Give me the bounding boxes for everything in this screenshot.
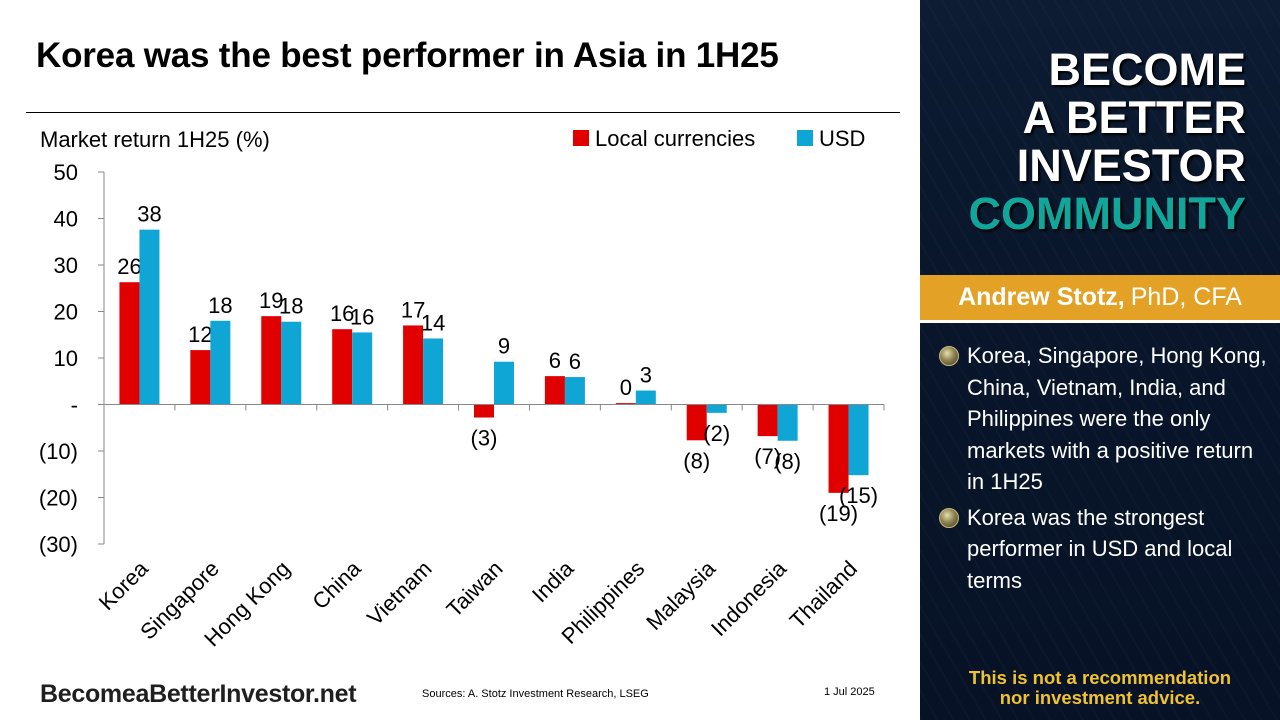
legend-label: USD xyxy=(819,126,865,151)
bar-local-currency xyxy=(261,316,282,405)
bar-usd xyxy=(139,229,160,405)
brand-line-1: BECOME xyxy=(1048,44,1246,95)
category-label: Indonesia xyxy=(706,555,792,641)
data-label-usd: 6 xyxy=(569,349,581,374)
bar-local-currency xyxy=(615,403,636,405)
sidebar: BECOME A BETTER INVESTOR COMMUNITY Andre… xyxy=(920,0,1280,720)
bar-local-currency xyxy=(828,404,849,493)
bar-local-currency xyxy=(757,404,778,437)
bar-local-currency xyxy=(403,325,424,405)
data-label-local: 19 xyxy=(259,288,283,313)
legend-swatch xyxy=(797,130,813,146)
slide-title: Korea was the best performer in Asia in … xyxy=(36,36,779,75)
y-axis: 50 40 30 20 10 - (10) (20) (30) xyxy=(39,160,105,557)
category-label: India xyxy=(527,555,579,607)
data-label-usd: 18 xyxy=(279,294,303,319)
bar-usd xyxy=(848,404,869,476)
y-tick-label: - xyxy=(71,393,78,418)
brand-line-3: INVESTOR xyxy=(1016,140,1246,191)
data-label-local: 6 xyxy=(549,348,561,373)
bar-local-currency xyxy=(686,404,707,441)
bar-usd xyxy=(210,320,231,405)
category-label: China xyxy=(307,555,366,614)
category-label: Korea xyxy=(94,555,154,615)
y-axis-label: Market return 1H25 (%) xyxy=(40,127,270,152)
footer-sources: Sources: A. Stotz Investment Research, L… xyxy=(422,688,649,700)
disclaimer-line-1: This is not a recommendation xyxy=(968,667,1232,688)
bar-local-currency xyxy=(190,350,211,405)
bar-chart: Market return 1H25 (%) Local currencies U… xyxy=(39,126,885,651)
y-tick-label: (30) xyxy=(39,532,78,557)
bar-local-currency xyxy=(474,404,494,418)
y-tick-label: 40 xyxy=(54,207,78,232)
bar-local-currency xyxy=(119,282,140,405)
bar-local-currency xyxy=(544,376,565,405)
category-label: Thailand xyxy=(785,556,862,633)
bar-usd xyxy=(352,332,373,405)
data-label-local: 0 xyxy=(620,375,632,400)
key-point-text: Korea, Singapore, Hong Kong, China, Viet… xyxy=(967,343,1267,494)
footer-brand[interactable]: BecomeaBetterInvestor.net xyxy=(40,680,357,708)
key-points: Korea, Singapore, Hong Kong, China, Viet… xyxy=(938,340,1268,600)
category-label: Vietnam xyxy=(362,556,436,630)
data-label-usd: 18 xyxy=(208,293,232,318)
data-label-local: (3) xyxy=(471,426,498,451)
data-label-usd: 9 xyxy=(498,334,510,359)
main-panel: Korea was the best performer in Asia in … xyxy=(26,36,900,708)
data-label-usd: 38 xyxy=(137,202,161,227)
data-label-local: 16 xyxy=(330,301,354,326)
title-divider xyxy=(26,112,900,113)
data-label-usd: (8) xyxy=(774,449,801,474)
globe-bullet-icon xyxy=(939,507,959,528)
y-tick-label: (10) xyxy=(39,439,78,464)
data-label-usd: (15) xyxy=(839,483,878,508)
bar-usd xyxy=(706,404,727,413)
footer-date: 1 Jul 2025 xyxy=(824,686,875,698)
data-label-local: (19) xyxy=(819,501,858,526)
data-label-local: (8) xyxy=(683,448,710,473)
legend-label: Local currencies xyxy=(595,126,755,151)
data-label-local: 17 xyxy=(401,297,425,322)
data-label-usd: 14 xyxy=(421,310,445,335)
bar-usd xyxy=(777,404,798,441)
community-logo[interactable]: BECOME A BETTER INVESTOR COMMUNITY xyxy=(969,46,1246,238)
key-point: Korea was the strongest performer in USD… xyxy=(938,502,1268,597)
data-label-local: (7) xyxy=(754,444,781,469)
y-tick-label: (20) xyxy=(39,486,78,511)
bar-local-currency xyxy=(332,329,353,405)
author-band: Andrew Stotz, PhD, CFA xyxy=(920,275,1280,323)
author-credentials: PhD, CFA xyxy=(1130,283,1242,311)
y-tick-label: 10 xyxy=(54,346,78,371)
bar-usd xyxy=(494,361,514,405)
globe-bullet-icon xyxy=(939,346,959,366)
chart-legend: Local currencies USD xyxy=(573,126,865,151)
data-label-usd: 3 xyxy=(640,363,652,388)
data-label-usd: 16 xyxy=(350,304,374,329)
data-label-usd: (2) xyxy=(703,421,730,446)
brand-line-2: A BETTER xyxy=(1022,92,1246,143)
legend-swatch xyxy=(573,130,589,146)
bar-usd xyxy=(281,321,302,405)
data-label-local: 26 xyxy=(117,254,141,279)
bar-usd xyxy=(635,390,656,405)
disclaimer: This is not a recommendation nor investm… xyxy=(920,668,1280,708)
brand-line-4: COMMUNITY xyxy=(968,188,1246,239)
data-label-local: 12 xyxy=(188,322,212,347)
key-point: Korea, Singapore, Hong Kong, China, Viet… xyxy=(938,340,1268,498)
y-tick-label: 20 xyxy=(54,300,78,325)
y-tick-label: 50 xyxy=(54,160,78,185)
y-tick-label: 30 xyxy=(54,253,78,278)
category-label: Taiwan xyxy=(441,556,507,622)
key-point-text: Korea was the strongest performer in USD… xyxy=(967,504,1233,593)
bar-usd xyxy=(423,338,444,405)
author-name: Andrew Stotz, xyxy=(958,283,1125,311)
disclaimer-line-2: nor investment advice. xyxy=(999,687,1201,708)
bar-usd xyxy=(564,377,585,405)
